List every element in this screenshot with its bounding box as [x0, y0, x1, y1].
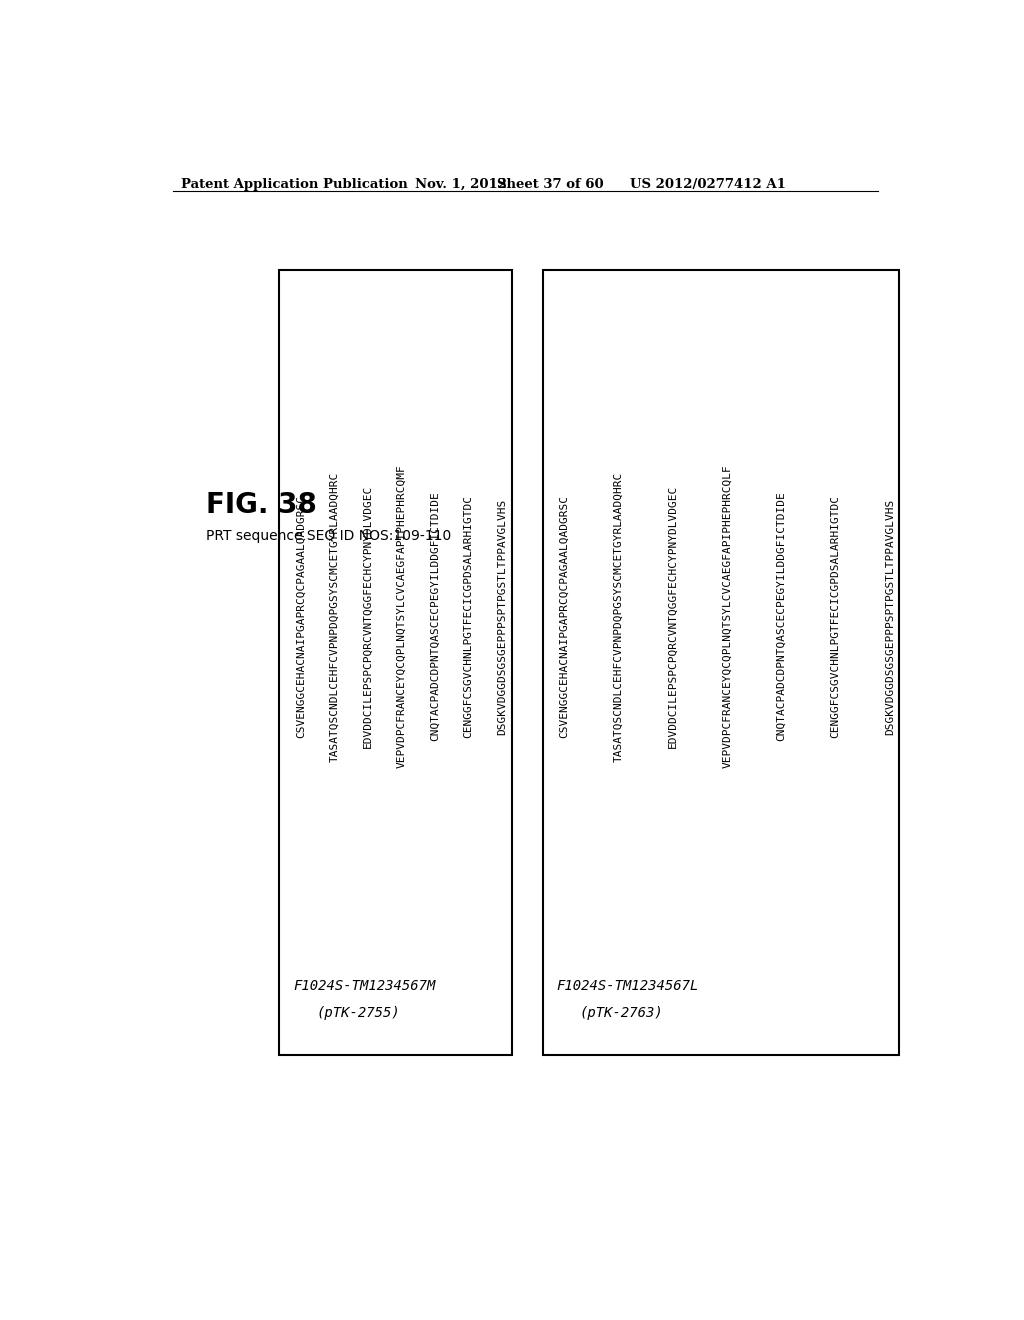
- Text: CENGGFCSGVCHNLPGTFECICGPDSALARHIGTDC: CENGGFCSGVCHNLPGTFECICGPDSALARHIGTDC: [464, 495, 474, 738]
- Text: CSVENGGCEHACNAIPGAPRCQCPAGAALQADGRSC: CSVENGGCEHACNAIPGAPRCQCPAGAALQADGRSC: [559, 495, 569, 738]
- Text: Sheet 37 of 60: Sheet 37 of 60: [497, 178, 603, 190]
- Text: US 2012/0277412 A1: US 2012/0277412 A1: [630, 178, 786, 190]
- Text: F1024S-TM1234567M: F1024S-TM1234567M: [293, 979, 435, 993]
- Text: EDVDDCILEPSPCPQRCVNTQGGFECHCYPNYDLVDGEC: EDVDDCILEPSPCPQRCVNTQGGFECHCYPNYDLVDGEC: [668, 484, 678, 748]
- Text: (pTK-2763): (pTK-2763): [580, 1006, 664, 1020]
- Text: DSGKVDGGDSGSGEPPPSPTPGSTLTPPAVGLVHS: DSGKVDGGDSGSGEPPPSPTPGSTLTPPAVGLVHS: [885, 499, 895, 735]
- Text: CENGGFCSGVCHNLPGTFECICGPDSALARHIGTDC: CENGGFCSGVCHNLPGTFECICGPDSALARHIGTDC: [830, 495, 841, 738]
- Text: FIG. 38: FIG. 38: [206, 491, 316, 519]
- Text: Patent Application Publication: Patent Application Publication: [180, 178, 408, 190]
- Text: DSGKVDGGDSGSGEPPPSPTPGSTLTPPAVGLVHS: DSGKVDGGDSGSGEPPPSPTPGSTLTPPAVGLVHS: [498, 499, 507, 735]
- Text: CNQTACPADCDPNTQASCECPEGYILDDGFICTDIDE: CNQTACPADCDPNTQASCECPEGYILDDGFICTDIDE: [776, 491, 786, 742]
- Text: (pTK-2755): (pTK-2755): [316, 1006, 400, 1020]
- Text: TASATQSCNDLCEHFCVPNPDQPGSYSCMCETGYRLAADQHRC: TASATQSCNDLCEHFCVPNPDQPGSYSCMCETGYRLAADQ…: [330, 471, 339, 762]
- Text: VEPVDPCFRANCEYQCQPLNQTSYLCVCAEGFAPIPHEPHRCQMF: VEPVDPCFRANCEYQCQPLNQTSYLCVCAEGFAPIPHEPH…: [396, 465, 407, 768]
- Text: EDVDDCILEPSPCPQRCVNTQGGFECHCYPNYDLVDGEC: EDVDDCILEPSPCPQRCVNTQGGFECHCYPNYDLVDGEC: [362, 484, 373, 748]
- FancyBboxPatch shape: [543, 271, 899, 1056]
- Text: Nov. 1, 2012: Nov. 1, 2012: [415, 178, 507, 190]
- Text: TASATQSCNDLCEHFCVPNPDQPGSYSCMCETGYRLAADQHRC: TASATQSCNDLCEHFCVPNPDQPGSYSCMCETGYRLAADQ…: [613, 471, 624, 762]
- Text: CNQTACPADCDPNTQASCECPEGYILDDGFICTDIDE: CNQTACPADCDPNTQASCECPEGYILDDGFICTDIDE: [430, 491, 440, 742]
- FancyBboxPatch shape: [280, 271, 512, 1056]
- Text: VEPVDPCFRANCEYQCQPLNQTSYLCVCAEGFAPIPHEPHRCQLF: VEPVDPCFRANCEYQCQPLNQTSYLCVCAEGFAPIPHEPH…: [722, 465, 732, 768]
- Text: CSVENGGCEHACNAIPGAPRCQCPAGAALQADGRSC: CSVENGGCEHACNAIPGAPRCQCPAGAALQADGRSC: [296, 495, 306, 738]
- Text: PRT sequence SEQ ID NOS:109-110: PRT sequence SEQ ID NOS:109-110: [206, 529, 451, 543]
- Text: F1024S-TM1234567L: F1024S-TM1234567L: [557, 979, 699, 993]
